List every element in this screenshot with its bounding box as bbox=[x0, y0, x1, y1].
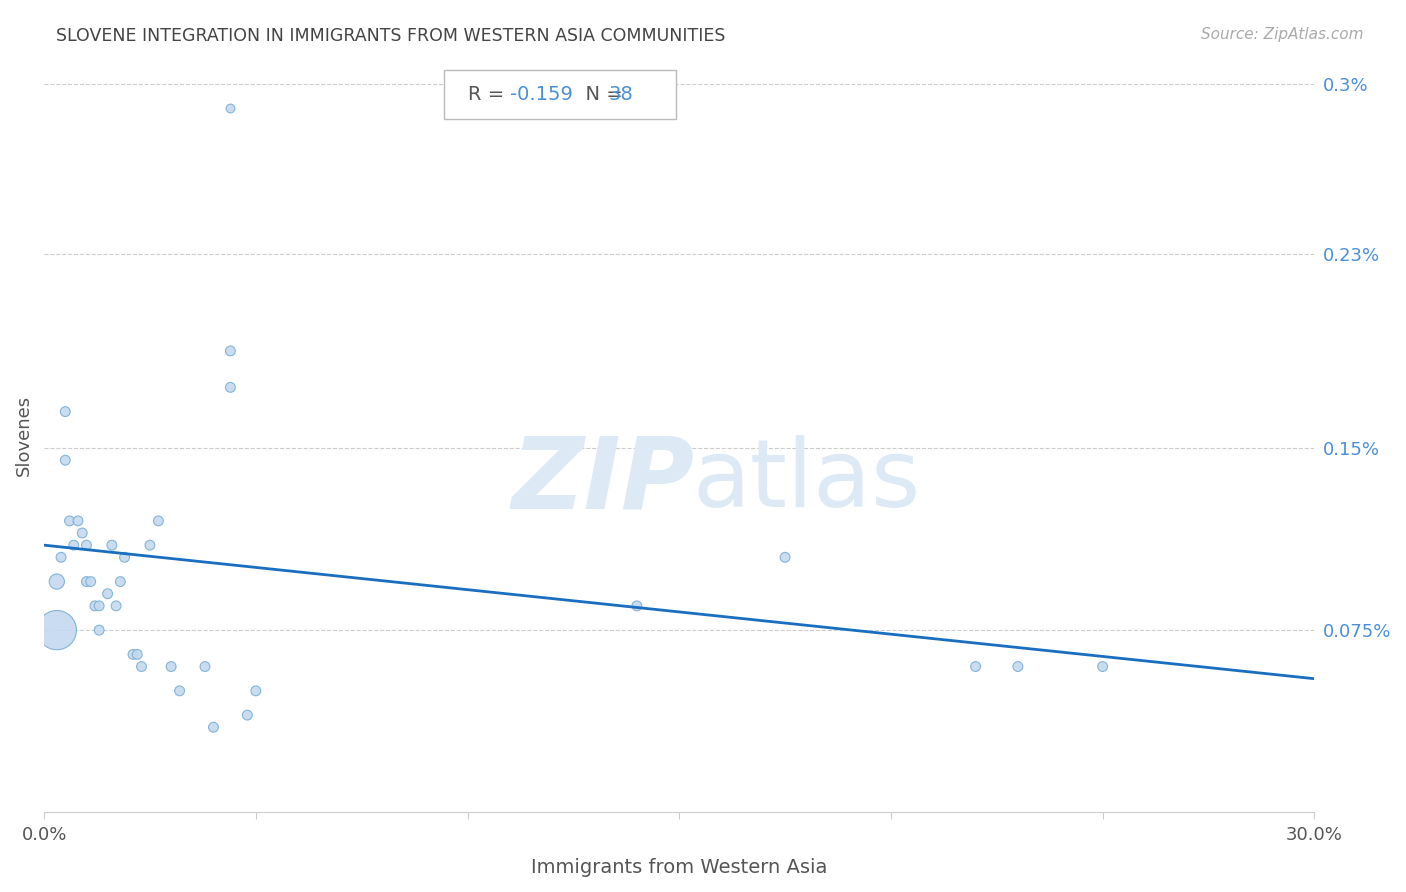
Point bbox=[105, 599, 128, 613]
Text: -0.159: -0.159 bbox=[510, 85, 574, 104]
Point bbox=[219, 380, 242, 394]
Text: Source: ZipAtlas.com: Source: ZipAtlas.com bbox=[1201, 27, 1364, 42]
Point bbox=[53, 453, 76, 467]
Point bbox=[236, 708, 259, 723]
Point bbox=[45, 574, 67, 589]
Point bbox=[148, 514, 170, 528]
Point bbox=[62, 538, 84, 552]
Point bbox=[110, 574, 132, 589]
Point bbox=[127, 648, 149, 662]
Text: N =: N = bbox=[574, 85, 630, 104]
Point bbox=[626, 599, 648, 613]
Point bbox=[75, 538, 97, 552]
Text: ZIP: ZIP bbox=[512, 433, 695, 530]
Point bbox=[219, 101, 242, 115]
Point bbox=[45, 623, 67, 637]
X-axis label: Immigrants from Western Asia: Immigrants from Western Asia bbox=[531, 858, 827, 877]
Point bbox=[169, 683, 191, 698]
Point bbox=[245, 683, 267, 698]
Point bbox=[79, 574, 101, 589]
Point bbox=[84, 599, 107, 613]
Point bbox=[773, 550, 796, 565]
Point bbox=[75, 574, 97, 589]
Point bbox=[194, 659, 217, 673]
Point bbox=[101, 538, 124, 552]
Point bbox=[114, 550, 136, 565]
Point bbox=[965, 659, 987, 673]
Point bbox=[70, 526, 93, 541]
Text: atlas: atlas bbox=[692, 435, 921, 527]
Point bbox=[139, 538, 162, 552]
Point bbox=[160, 659, 183, 673]
Point bbox=[219, 343, 242, 358]
Point bbox=[89, 623, 111, 637]
Point bbox=[49, 550, 72, 565]
Point bbox=[131, 659, 153, 673]
Text: 38: 38 bbox=[609, 85, 633, 104]
Point bbox=[66, 514, 89, 528]
Point bbox=[58, 514, 80, 528]
Point bbox=[202, 720, 225, 734]
Point bbox=[97, 587, 120, 601]
Point bbox=[1007, 659, 1029, 673]
Point bbox=[53, 404, 76, 418]
Text: SLOVENE INTEGRATION IN IMMIGRANTS FROM WESTERN ASIA COMMUNITIES: SLOVENE INTEGRATION IN IMMIGRANTS FROM W… bbox=[56, 27, 725, 45]
Text: R =: R = bbox=[468, 85, 510, 104]
Point bbox=[89, 599, 111, 613]
Point bbox=[1091, 659, 1114, 673]
Point bbox=[122, 648, 145, 662]
Y-axis label: Slovenes: Slovenes bbox=[15, 395, 32, 476]
